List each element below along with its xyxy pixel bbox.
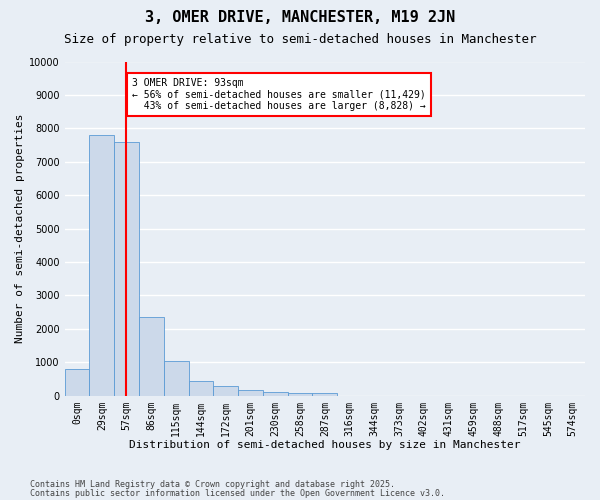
Bar xyxy=(263,392,287,396)
Bar xyxy=(65,369,89,396)
Bar xyxy=(287,393,313,396)
Bar xyxy=(89,135,114,396)
Bar xyxy=(114,142,139,396)
Bar xyxy=(188,380,214,396)
Text: 3, OMER DRIVE, MANCHESTER, M19 2JN: 3, OMER DRIVE, MANCHESTER, M19 2JN xyxy=(145,10,455,25)
Bar xyxy=(313,393,337,396)
Bar xyxy=(164,360,188,396)
Text: Contains public sector information licensed under the Open Government Licence v3: Contains public sector information licen… xyxy=(30,490,445,498)
X-axis label: Distribution of semi-detached houses by size in Manchester: Distribution of semi-detached houses by … xyxy=(129,440,521,450)
Text: Contains HM Land Registry data © Crown copyright and database right 2025.: Contains HM Land Registry data © Crown c… xyxy=(30,480,395,489)
Bar xyxy=(214,386,238,396)
Bar xyxy=(139,317,164,396)
Y-axis label: Number of semi-detached properties: Number of semi-detached properties xyxy=(15,114,25,344)
Bar xyxy=(238,390,263,396)
Text: Size of property relative to semi-detached houses in Manchester: Size of property relative to semi-detach… xyxy=(64,32,536,46)
Text: 3 OMER DRIVE: 93sqm
← 56% of semi-detached houses are smaller (11,429)
  43% of : 3 OMER DRIVE: 93sqm ← 56% of semi-detach… xyxy=(132,78,426,112)
